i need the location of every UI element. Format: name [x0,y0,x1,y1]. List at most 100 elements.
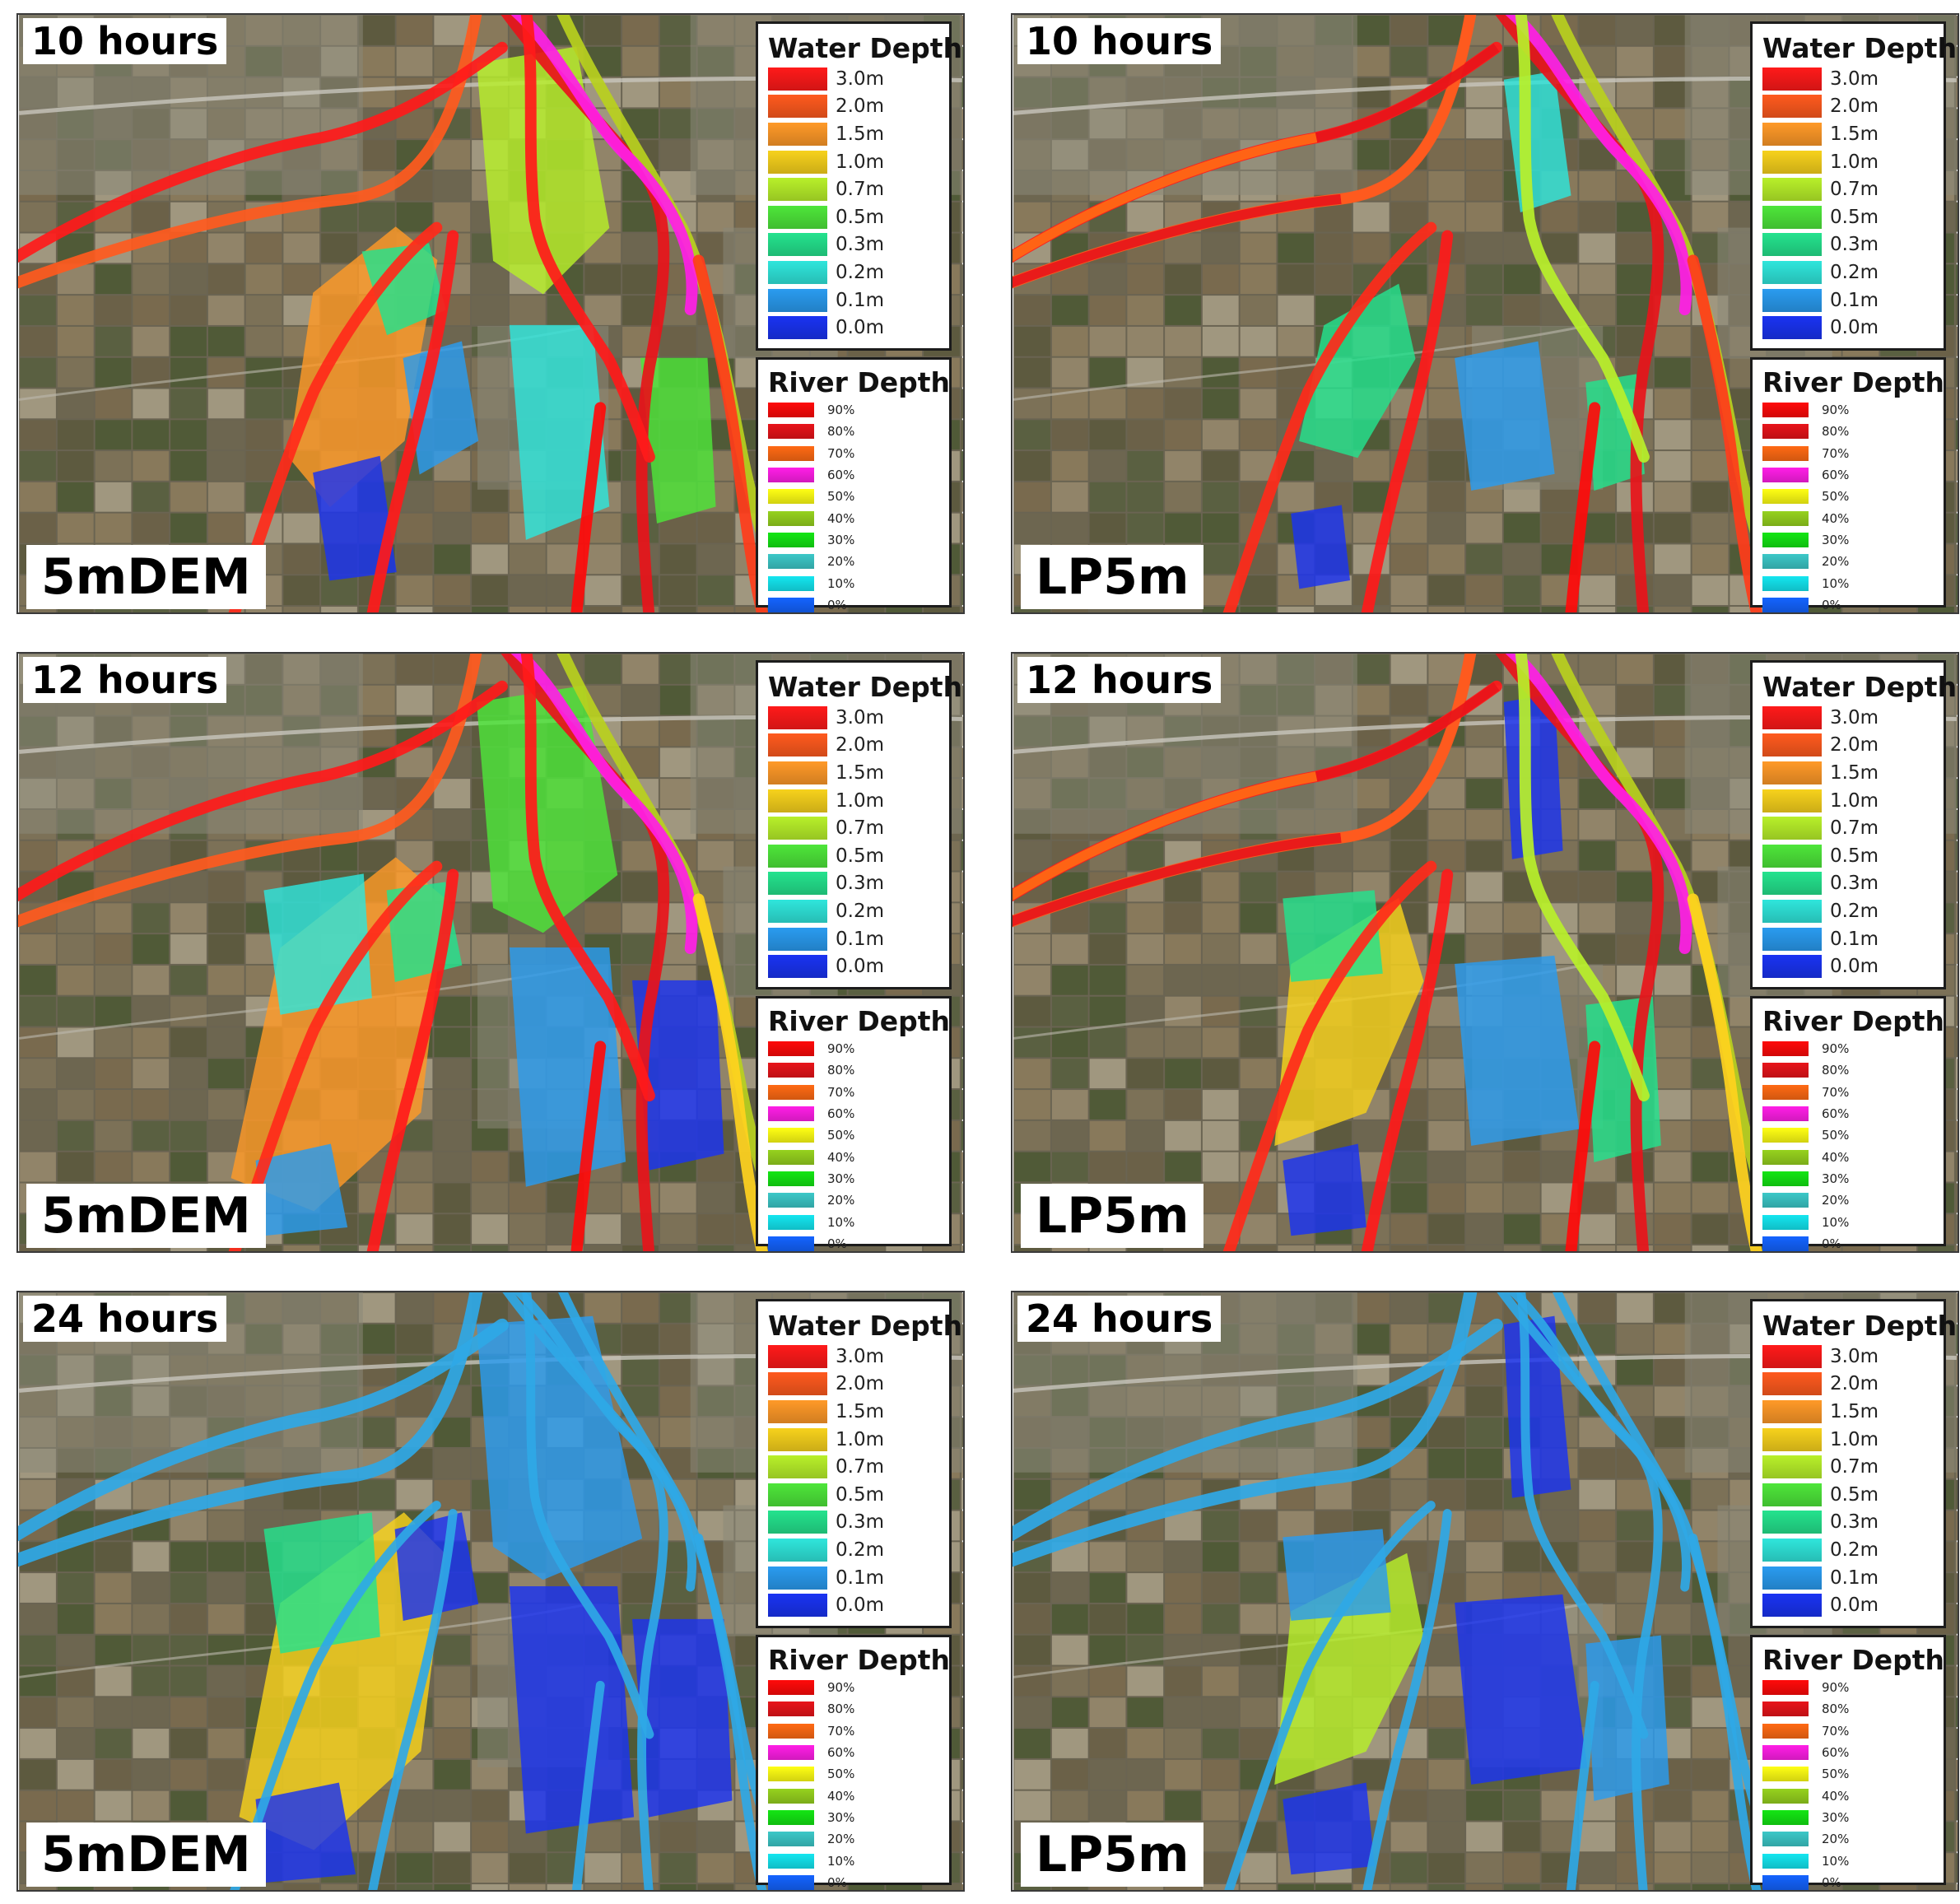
legend-row: 60% [1762,1103,1934,1124]
legend-swatch [768,1832,814,1847]
legend-swatch [768,233,827,257]
legend-label: 10% [1822,1214,1850,1230]
legend-swatch [1762,445,1809,461]
legend-swatch [768,1809,814,1825]
legend-row: 90% [1762,399,1934,421]
legend-swatch [768,1538,827,1562]
legend-row: 50% [1762,1763,1934,1785]
legend-row: 2.0m [1762,93,1934,121]
legend-label: 1.0m [836,151,884,173]
legend-title: Water Depth [1762,671,1958,703]
legend-label: 0.2m [836,261,884,283]
legend-swatch [768,1745,814,1761]
legend-label: 80% [827,424,855,440]
legend-swatch [768,1511,827,1534]
river-river-mid [570,1040,607,1251]
legend-label: 40% [827,1788,855,1804]
river-river-east-a [500,15,670,612]
legend-row: 20% [768,551,939,572]
legend-swatch [768,1723,814,1739]
legend-label: 20% [827,1193,855,1208]
legend-title: Water Depth [1762,32,1958,64]
legend-swatch [768,1193,814,1208]
river-depth-legend: River Depth 90% 80% 70% 60% 50% 40% 30% 20% 10% 0% [756,1635,952,1890]
legend-label: 50% [827,1128,855,1143]
legend-label: 60% [827,1745,855,1761]
legend-swatch [768,899,827,923]
river-river-far-e [692,893,768,1251]
legend-swatch [768,260,827,284]
legend-swatch [768,1084,814,1100]
legend-label: 3.0m [836,1345,884,1367]
legend-label: 70% [827,445,855,461]
river-river-mid [570,402,607,612]
legend-swatch [768,1171,814,1186]
legend-row: 2.0m [1762,1371,1934,1399]
river-river-branch-sw2 [366,868,459,1251]
legend-row: 0.1m [1762,1564,1934,1592]
legend-swatch [1762,95,1822,119]
legend-title: River Depth [768,366,951,398]
legend-row: 2.0m [768,732,939,760]
legend-swatch [1762,122,1822,146]
legend-label: 0% [1822,1874,1841,1890]
legend-label: 70% [827,1084,855,1100]
legend-label: 50% [827,1767,855,1782]
legend-label: 70% [1822,1084,1850,1100]
legend-row: 0.5m [768,203,939,231]
legend-swatch [1762,1483,1822,1506]
legend-swatch [768,1106,814,1122]
legend-swatch [768,122,827,146]
legend-row: 0.7m [1762,814,1934,842]
water-depth-legend: Water Depth 3.0m 2.0m 1.5m 1.0m 0.7m 0.5m 0.3m 0… [756,660,963,989]
map-panel-12h-lp5m: 12 hours LP5m Water Depth 3.0m 2.0m 1.5m 1.0… [1011,652,1959,1253]
legend-title: Water Depth [768,671,963,703]
legend-swatch [768,597,814,612]
legend-label: 20% [1822,554,1850,570]
legend-row: 30% [1762,1168,1934,1189]
legend-swatch [768,1767,814,1782]
legend-swatch [1762,899,1822,923]
legend-row: 50% [1762,486,1934,507]
legend-label: 0.3m [836,873,884,895]
model-label: LP5m [1021,1823,1204,1887]
legend-label: 0.0m [836,317,884,339]
legend-label: 0.2m [1830,900,1879,922]
legend-label: 30% [1822,532,1850,547]
legend-label: 60% [1822,1745,1850,1761]
legend-label: 0.5m [836,1483,884,1506]
legend-row: 1.5m [1762,1398,1934,1426]
legend-row: 1.5m [768,759,939,787]
legend-swatch [1762,789,1822,812]
legend-swatch [768,927,827,951]
time-label: 24 hours [1017,1296,1222,1342]
legend-row: 80% [768,421,939,442]
model-label: LP5m [1021,545,1204,609]
legend-label: 0.1m [836,289,884,311]
inundation-areas [239,1315,733,1883]
legend-swatch [768,67,827,91]
legend-row: 0.2m [1762,1536,1934,1564]
legend-label: 10% [827,1214,855,1230]
legend-label: 0% [827,1874,847,1890]
legend-label: 60% [827,1106,855,1122]
map-panel-10h-5mdem: 10 hours 5mDEM Water Depth 3.0m 2.0m 1.5m 1.… [16,13,965,614]
legend-swatch [768,1128,814,1143]
legend-row: 60% [1762,1742,1934,1763]
legend-swatch [1762,1874,1809,1890]
legend-row: 0.2m [768,1536,939,1564]
river-canal [1515,15,1650,463]
legend-label: 10% [1822,575,1850,591]
legend-swatch [1762,1809,1809,1825]
legend-swatch [768,403,814,418]
legend-swatch [1762,575,1809,591]
legend-swatch [768,178,827,202]
legend-row: 3.0m [1762,704,1934,732]
legend-label: 30% [827,532,855,547]
legend-title: River Depth [1762,1644,1945,1676]
legend-row: 0.2m [1762,258,1934,286]
legend-swatch [1762,733,1822,757]
legend-label: 70% [827,1723,855,1739]
legend-row: 70% [1762,1720,1934,1742]
legend-row: 0.3m [768,870,939,898]
